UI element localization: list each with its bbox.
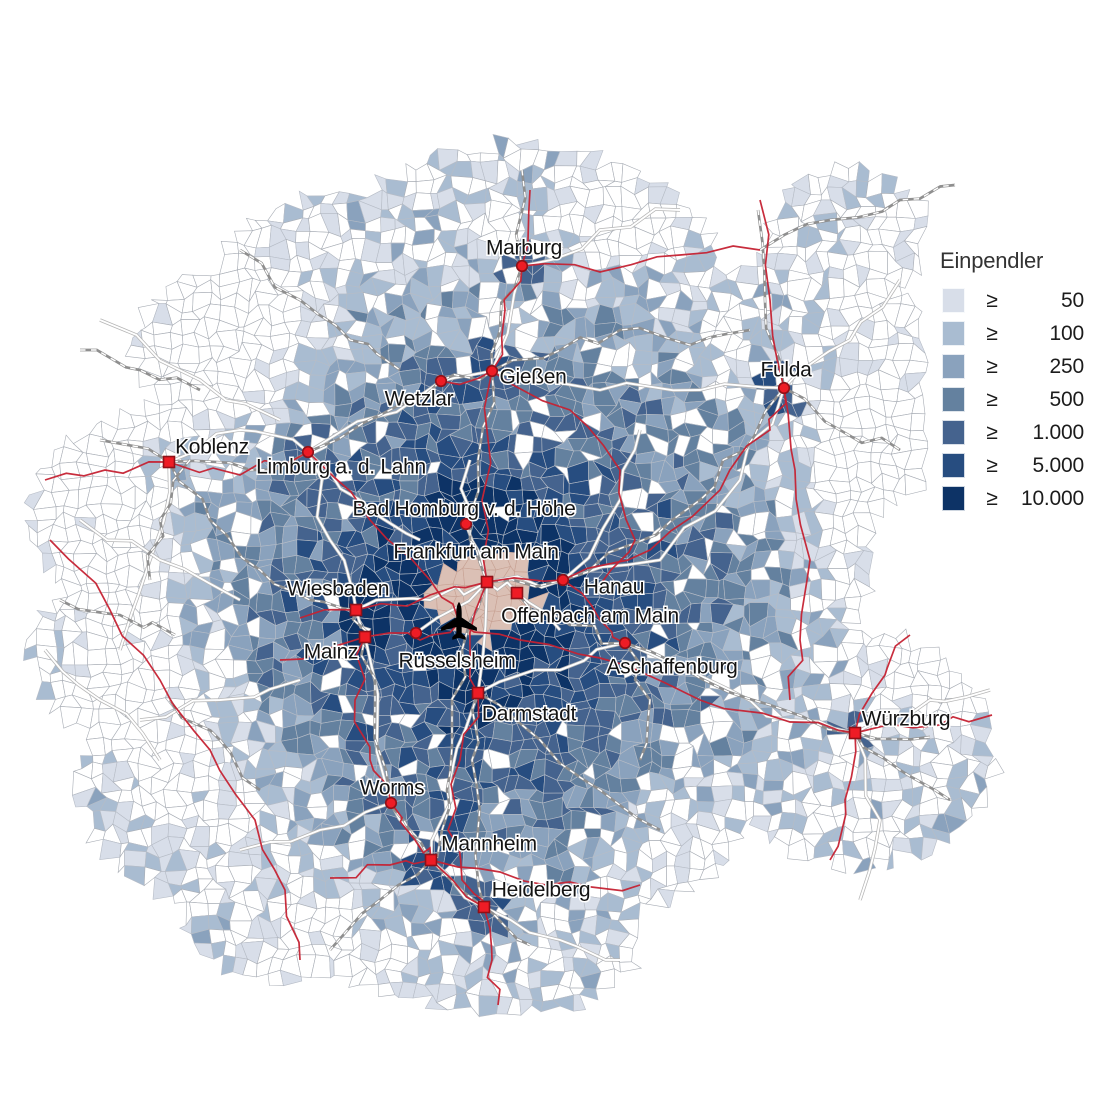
legend-row: ≥ 1.000	[936, 420, 1084, 445]
city-label: Wiesbaden	[287, 578, 389, 601]
city-label: Wetzlar	[385, 388, 454, 411]
legend-row: ≥ 50	[936, 288, 1084, 313]
legend-row: ≥ 10.000	[936, 486, 1084, 511]
legend-operator: ≥	[986, 486, 998, 510]
legend-swatch	[942, 420, 965, 445]
legend-operator: ≥	[986, 387, 998, 411]
city-label: Würzburg	[862, 708, 951, 731]
city-marker-circle	[301, 445, 315, 459]
legend-value: 10.000	[1020, 486, 1084, 510]
city-label: Hanau	[584, 576, 644, 599]
city-label: Mannheim	[441, 833, 537, 856]
legend-operator: ≥	[986, 420, 998, 444]
city-marker-circle	[618, 636, 632, 650]
legend-value: 1.000	[1032, 420, 1084, 444]
airplane-icon	[441, 601, 477, 640]
legend-value: 500	[1049, 387, 1085, 411]
city-marker-square	[162, 455, 176, 469]
city-label: Gießen	[499, 366, 566, 389]
city-label: Rüsselsheim	[399, 650, 516, 673]
city-marker-circle	[556, 573, 570, 587]
autobahns-layer	[44, 189, 993, 1006]
legend-title: Einpendler	[940, 248, 1044, 273]
city-label: Mainz	[304, 641, 359, 664]
city-marker-square	[349, 603, 363, 617]
legend-value: 5.000	[1032, 453, 1084, 477]
city-marker-circle	[409, 626, 423, 640]
legend-swatch	[942, 387, 965, 412]
city-marker-circle	[459, 517, 473, 531]
city-label: Frankfurt am Main	[393, 541, 558, 564]
city-label: Aschaffenburg	[606, 656, 737, 679]
city-marker-square	[424, 853, 438, 867]
city-label: Bad Homburg v. d. Höhe	[353, 498, 576, 521]
city-marker-square	[471, 686, 485, 700]
legend: Einpendler ≥ 50 ≥ 100 ≥ 250 ≥ 500 ≥ 1.00…	[936, 248, 1084, 519]
city-label: Koblenz	[175, 436, 249, 459]
city-label: Marburg	[486, 237, 562, 260]
city-label: Fulda	[760, 359, 812, 382]
city-marker-circle	[384, 796, 398, 810]
city-marker-circle	[434, 374, 448, 388]
airplane-icon	[441, 601, 477, 640]
city-label: Darmstadt	[482, 703, 577, 726]
city-marker-square	[477, 900, 491, 914]
legend-swatch	[942, 321, 965, 346]
city-marker-square	[358, 630, 372, 644]
city-label: Worms	[360, 777, 425, 800]
city-marker-square	[480, 575, 494, 589]
legend-operator: ≥	[986, 321, 998, 345]
legend-swatch	[942, 288, 965, 313]
city-marker-square	[510, 586, 524, 600]
legend-value: 50	[1061, 288, 1084, 312]
legend-operator: ≥	[986, 453, 998, 477]
city-marker-circle	[485, 364, 499, 378]
legend-row: ≥ 5.000	[936, 453, 1084, 478]
legend-swatch	[942, 354, 965, 379]
railways-layer	[59, 169, 956, 951]
legend-swatch	[942, 453, 965, 478]
city-marker-circle	[777, 381, 791, 395]
legend-operator: ≥	[986, 288, 998, 312]
city-label: Offenbach am Main	[501, 605, 679, 628]
city-labels-layer: Marburg Wetzlar Gießen Fulda Koblenz Limburg …	[174, 235, 953, 903]
legend-value: 100	[1049, 321, 1085, 345]
legend-row: ≥ 100	[936, 321, 1084, 346]
city-label: Limburg a. d. Lahn	[256, 456, 426, 479]
city-marker-square	[848, 726, 862, 740]
city-label: Heidelberg	[492, 879, 591, 902]
municipalities-layer	[23, 133, 1005, 1018]
legend-row: ≥ 500	[936, 387, 1084, 412]
city-markers-layer	[162, 259, 862, 914]
city-marker-circle	[515, 259, 529, 273]
legend-operator: ≥	[986, 354, 998, 378]
legend-value: 250	[1049, 354, 1085, 378]
legend-swatch	[942, 486, 965, 511]
legend-row: ≥ 250	[936, 354, 1084, 379]
